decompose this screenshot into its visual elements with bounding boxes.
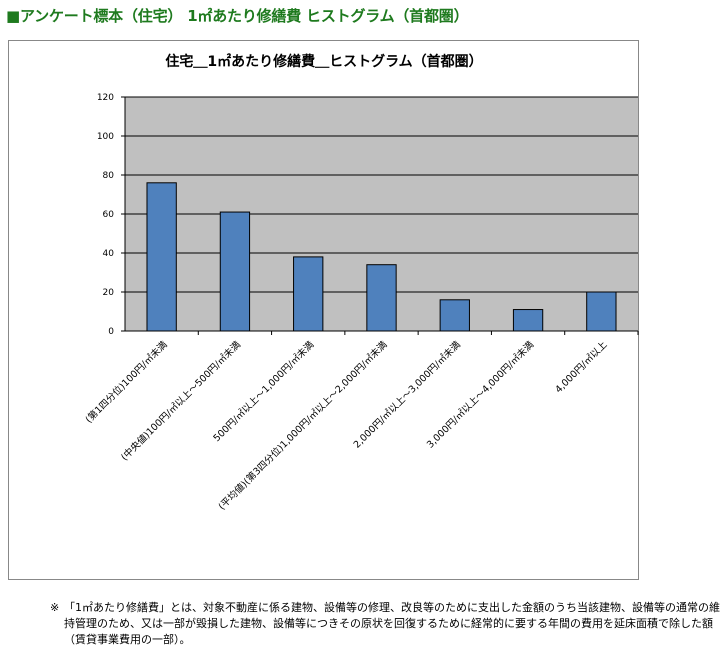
x-tick-label: (第1四分位)100円/㎡未満 bbox=[83, 338, 170, 425]
x-tick-label: (中央値)100円/㎡以上～500円/㎡未満 bbox=[119, 338, 244, 463]
bar bbox=[146, 182, 177, 332]
footnote: ※ 「1㎡あたり修繕費」とは、対象不動産に係る建物、設備等の修理、改良等のために… bbox=[50, 600, 720, 648]
bar bbox=[293, 256, 324, 332]
bar-series bbox=[146, 182, 617, 332]
bar bbox=[439, 299, 470, 332]
x-tick-label: 4,000円/㎡以上 bbox=[553, 339, 609, 395]
x-tick-label: (平均値)(第3四分位)1,000円/㎡以上～2,000円/㎡未満 bbox=[216, 338, 390, 512]
y-tick-label: 120 bbox=[97, 93, 114, 103]
histogram-chart: 住宅＿1㎡あたり修繕費＿ヒストグラム（首都圏） 020406080100120 … bbox=[83, 53, 639, 512]
axes bbox=[124, 97, 639, 335]
y-tick-labels: 0 20 40 60 80 100 120 bbox=[97, 93, 114, 337]
bar bbox=[586, 291, 617, 332]
y-tick-label: 0 bbox=[108, 327, 114, 337]
y-tick-label: 20 bbox=[103, 288, 115, 298]
page-heading: ■アンケート標本（住宅） 1㎡あたり修繕費 ヒストグラム（首都圏） bbox=[6, 7, 469, 25]
y-tick-label: 60 bbox=[103, 210, 115, 220]
bar bbox=[219, 211, 251, 332]
y-tick-label: 40 bbox=[103, 249, 115, 259]
chart-title: 住宅＿1㎡あたり修繕費＿ヒストグラム（首都圏） bbox=[165, 53, 482, 70]
bar bbox=[512, 309, 544, 332]
y-tick-label: 80 bbox=[103, 171, 115, 181]
footnote-text: 「1㎡あたり修繕費」とは、対象不動産に係る建物、設備等の修理、改良等のために支出… bbox=[64, 601, 720, 646]
footnote-mark: ※ bbox=[50, 601, 60, 614]
x-tick-labels: (第1四分位)100円/㎡未満(中央値)100円/㎡以上～500円/㎡未満500… bbox=[83, 338, 610, 512]
y-tick-label: 100 bbox=[97, 132, 114, 142]
bar bbox=[366, 264, 397, 332]
